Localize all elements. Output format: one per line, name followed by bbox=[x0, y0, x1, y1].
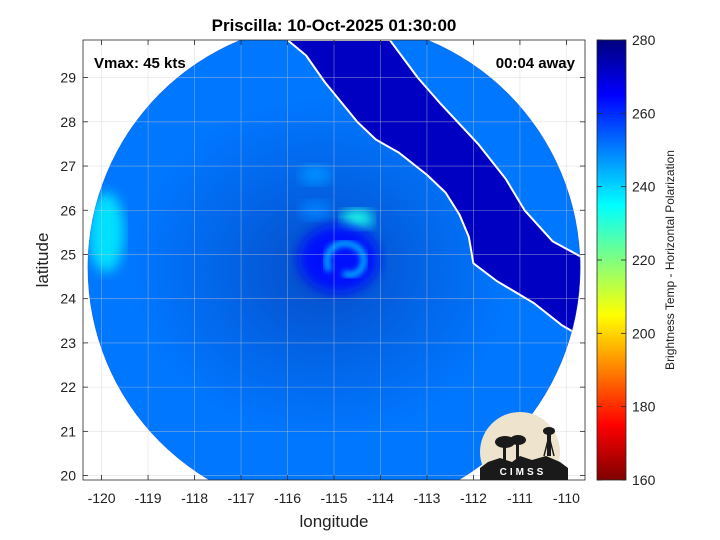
x-tick-label: -110 bbox=[553, 490, 580, 506]
tb-feature bbox=[88, 192, 125, 273]
x-tick-label: -120 bbox=[88, 490, 116, 506]
x-axis-ticks: -120 -119 -118 -117 -116 -115 -114 -113 -112 -111… bbox=[88, 40, 580, 506]
vmax-label: Vmax: 45 kts bbox=[94, 55, 186, 72]
y-tick-label: 28 bbox=[60, 114, 76, 130]
x-tick-label: -116 bbox=[274, 490, 301, 506]
y-tick-label: 24 bbox=[60, 291, 76, 307]
x-tick-label: -118 bbox=[181, 490, 208, 506]
colorbar: 160 180 200 220 240 260 280 Brightness Temp - … bbox=[596, 32, 677, 488]
y-tick-label: 23 bbox=[60, 335, 76, 351]
colorbar-tick-label: 260 bbox=[632, 105, 656, 121]
colorbar-tick-label: 180 bbox=[632, 399, 656, 415]
grid-lines bbox=[83, 40, 585, 480]
baja-peninsula bbox=[286, 40, 581, 340]
x-tick-label: -111 bbox=[507, 490, 533, 506]
x-axis-label: longitude bbox=[299, 512, 368, 531]
colorbar-tick-label: 280 bbox=[632, 32, 656, 48]
y-tick-label: 20 bbox=[60, 468, 76, 484]
y-axis-label: latitude bbox=[33, 233, 52, 288]
tb-feature bbox=[341, 209, 374, 230]
x-tick-label: -117 bbox=[228, 490, 255, 506]
y-tick-label: 29 bbox=[60, 70, 76, 86]
colorbar-label: Brightness Temp - Horizontal Polarizatio… bbox=[663, 150, 677, 370]
colorbar-tick-label: 200 bbox=[632, 325, 656, 341]
y-tick-label: 27 bbox=[60, 158, 76, 174]
eyewall-band bbox=[324, 240, 367, 278]
y-tick-label: 22 bbox=[60, 379, 76, 395]
x-tick-label: -115 bbox=[321, 490, 348, 506]
y-axis-ticks: 20 21 22 23 24 25 26 27 28 29 bbox=[60, 70, 585, 484]
colorbar-tick-label: 160 bbox=[632, 472, 656, 488]
time-offset-label: 00:04 away bbox=[496, 55, 576, 72]
cimss-logo: CIMSS bbox=[480, 412, 568, 480]
x-tick-label: -119 bbox=[135, 490, 162, 506]
colorbar-ticks: 160 180 200 220 240 260 280 bbox=[597, 32, 656, 488]
x-tick-label: -113 bbox=[413, 490, 440, 506]
logo-label: CIMSS bbox=[500, 467, 547, 478]
y-tick-label: 25 bbox=[60, 246, 76, 262]
colorbar-tick-label: 220 bbox=[632, 252, 656, 268]
chart-title: Priscilla: 10-Oct-2025 01:30:00 bbox=[212, 16, 457, 35]
tb-feature bbox=[298, 224, 379, 293]
colorbar-tick-label: 240 bbox=[632, 179, 656, 195]
y-tick-label: 21 bbox=[60, 423, 76, 439]
y-tick-label: 26 bbox=[60, 202, 76, 218]
tb-feature bbox=[299, 164, 332, 185]
x-tick-label: -112 bbox=[460, 490, 487, 506]
x-tick-label: -114 bbox=[367, 490, 394, 506]
